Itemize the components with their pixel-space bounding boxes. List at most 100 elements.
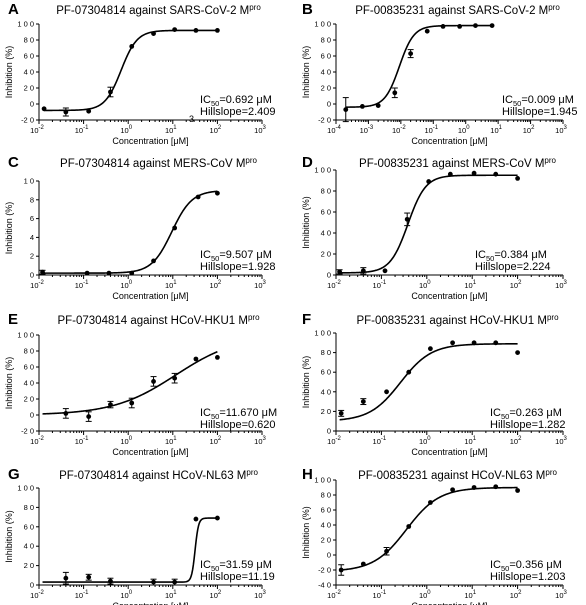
x-tick-label: 10-3: [360, 125, 374, 135]
y-tick-label: 4 0: [321, 521, 331, 530]
x-tick-exp: 1: [473, 590, 477, 596]
data-point: [86, 414, 92, 419]
panel-title: PF-07304814 against HCoV-HKU1 Mpro: [57, 313, 260, 327]
hillslope-prefix: Hillslope=: [475, 261, 523, 273]
data-point: [215, 355, 220, 360]
y-tick-label: 4 0: [24, 542, 34, 551]
fit-curve: [339, 343, 518, 421]
ic50-prefix: IC: [502, 94, 513, 106]
data-point: [193, 356, 199, 362]
x-tick-label: 102: [210, 280, 222, 290]
y-axis-label: Inhibition (%): [301, 196, 311, 249]
x-tick-base: 10: [327, 126, 335, 135]
y-tick-label: 2 0: [24, 84, 34, 93]
data-point: [129, 400, 135, 406]
x-tick-label: 101: [165, 436, 177, 446]
y-tick-label: 1 0 0: [314, 20, 331, 29]
fit-curve: [42, 517, 218, 583]
y-tick-label: 1 0 0: [17, 331, 34, 340]
x-tick-exp: 1: [173, 436, 177, 442]
panel-title-sup: pro: [248, 313, 260, 322]
ic50-annotation: IC50=0.384 μM: [475, 249, 547, 263]
panel-title: PF-00835231 against SARS-CoV-2 Mpro: [355, 3, 560, 17]
x-tick-exp: -1: [83, 590, 89, 596]
ic50-prefix: IC: [475, 249, 486, 261]
panel-letter: B: [302, 1, 313, 18]
data-point: [360, 561, 366, 567]
x-tick-label: 10-2: [30, 590, 44, 600]
panel-title-sup: pro: [249, 3, 261, 12]
panel-letter: A: [8, 1, 19, 18]
ic50-subscript: 50: [501, 564, 509, 573]
x-tick-exp: 3: [263, 436, 267, 442]
y-tick-label: -2 0: [318, 566, 331, 575]
x-tick-label: 10-1: [373, 436, 387, 446]
x-tick-base: 10: [165, 281, 173, 290]
y-axis-label: Inhibition (%): [4, 357, 14, 410]
ic50-value: 0.009 μM: [528, 94, 574, 106]
ic50-annotation: IC50=0.356 μM: [490, 559, 562, 573]
ic50-annotation: IC50=0.263 μM: [490, 407, 562, 421]
x-tick-label: 101: [165, 280, 177, 290]
x-tick-label: 10-2: [30, 436, 44, 446]
data-point: [447, 171, 453, 177]
y-tick-label: 1 0 0: [314, 329, 331, 338]
x-tick-label: 102: [510, 590, 522, 600]
panel-title-sup: pro: [545, 468, 557, 477]
data-point: [108, 89, 113, 95]
y-tick-label: -2 0: [21, 116, 34, 125]
x-tick-base: 10: [373, 281, 381, 290]
x-tick-exp: -2: [39, 280, 45, 286]
x-tick-label: 103: [254, 280, 266, 290]
panel-e: E PF-07304814 against HCoV-HKU1 Mpro -2 0 0…: [4, 311, 277, 457]
x-tick-base: 10: [75, 437, 83, 446]
x-tick-label: 10-1: [75, 280, 89, 290]
hillslope-annotation: Hillslope=1.928: [200, 261, 276, 273]
x-tick-exp: -2: [336, 280, 342, 286]
x-tick-exp: -1: [83, 280, 89, 286]
x-tick-base: 10: [120, 591, 128, 600]
x-tick-base: 10: [419, 437, 427, 446]
panel-title-sup: pro: [246, 468, 258, 477]
x-tick-label: 10-2: [30, 125, 44, 135]
panel-d: D PF-00835231 against MERS-CoV Mpro 0 2 0 4 …: [301, 154, 568, 301]
x-tick-base: 10: [360, 126, 368, 135]
data-point: [457, 24, 463, 29]
data-point: [382, 268, 388, 274]
ic50-subscript: 50: [501, 412, 509, 421]
ic50-subscript: 50: [211, 564, 219, 573]
x-tick-base: 10: [30, 281, 38, 290]
data-point: [450, 487, 455, 493]
data-point: [440, 24, 446, 29]
x-tick-exp: -1: [381, 436, 387, 442]
x-tick-exp: 0: [427, 590, 431, 596]
y-axis-label: Inhibition (%): [4, 46, 14, 99]
hillslope-prefix: Hillslope=: [490, 419, 538, 431]
ic50-prefix: IC: [200, 407, 211, 419]
x-tick-exp: 0: [466, 125, 470, 131]
data-point: [129, 270, 135, 276]
data-point: [151, 579, 156, 585]
ic50-equals: =: [494, 249, 500, 261]
data-point: [392, 90, 398, 96]
x-tick-label: 103: [254, 436, 266, 446]
x-tick-exp: 2: [531, 125, 535, 131]
y-tick-label: 1 0: [24, 177, 34, 186]
y-tick-label: 1 0 0: [17, 484, 34, 493]
x-tick-label: 10-4: [327, 125, 341, 135]
x-tick-base: 10: [373, 591, 381, 600]
y-tick-label: 2 0: [321, 407, 331, 416]
x-tick-base: 10: [419, 281, 427, 290]
ic50-prefix: IC: [490, 559, 501, 571]
y-tick-label: 4 0: [321, 387, 331, 396]
data-point: [84, 270, 90, 276]
x-tick-base: 10: [464, 591, 472, 600]
y-tick-label: 6 0: [321, 208, 331, 217]
x-tick-base: 10: [254, 126, 262, 135]
x-tick-label: 102: [210, 125, 222, 135]
y-tick-label: -4 0: [318, 581, 331, 590]
data-point: [384, 389, 389, 395]
x-tick-exp: 2: [218, 125, 222, 131]
hillslope-value: 2.409: [248, 106, 276, 118]
data-point: [359, 104, 365, 109]
